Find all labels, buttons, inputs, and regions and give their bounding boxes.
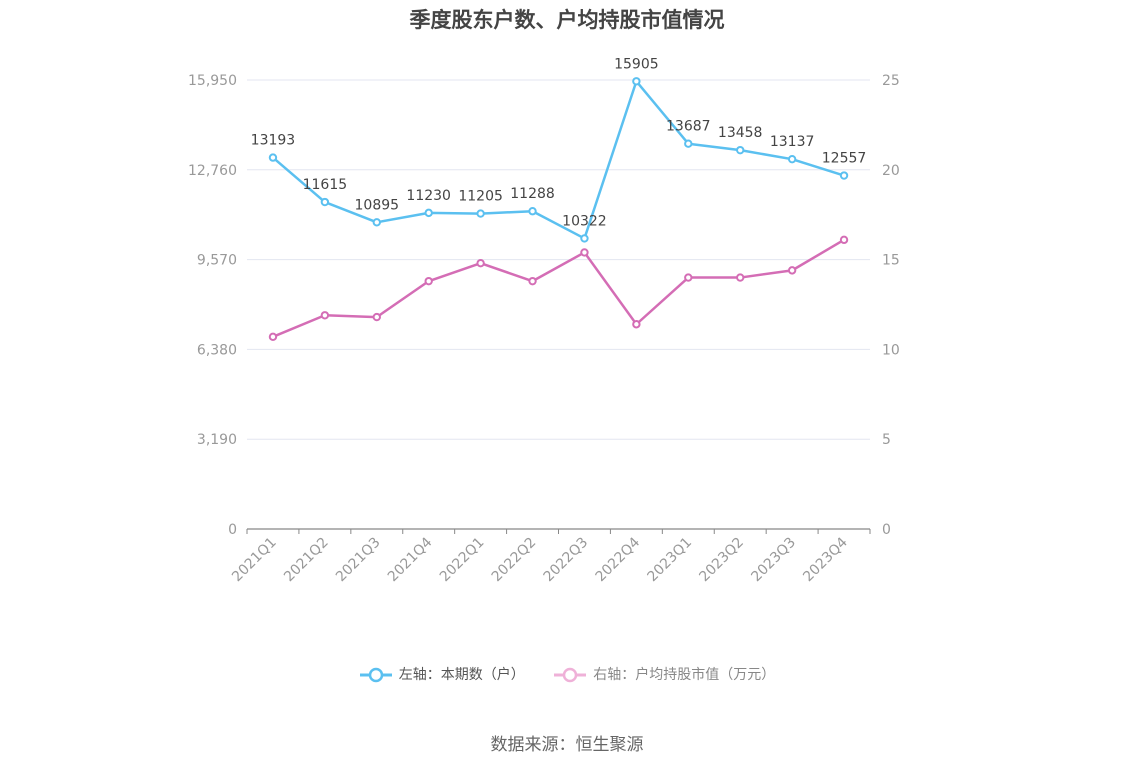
- point-holders: [839, 171, 849, 180]
- point-holders: [528, 207, 537, 216]
- right-axis-ticks: 0 5 10 15 20 25: [882, 73, 900, 538]
- series-line-market-value: [272, 238, 845, 338]
- source-note: 数据来源：恒生聚源: [490, 735, 644, 755]
- left-axis-ticks: 0 3,190 6,380 9,570 12,760 15,950: [188, 73, 237, 538]
- data-label: 13458: [718, 125, 763, 141]
- point-market-value: [632, 320, 641, 329]
- left-tick-label: 9,570: [197, 253, 237, 269]
- point-market-value: [839, 235, 849, 245]
- x-tick-label: 2021Q1: [229, 535, 280, 586]
- legend-label-left: 左轴：本期数（户）: [398, 667, 525, 683]
- left-tick-label: 0: [228, 522, 237, 538]
- legend-line-icon: [554, 667, 587, 683]
- x-tick-label: 2021Q2: [281, 535, 332, 586]
- x-tick-label: 2022Q3: [541, 535, 592, 586]
- point-holders: [684, 139, 693, 148]
- series-layer: [268, 77, 849, 342]
- data-label: 10322: [562, 213, 607, 229]
- data-label: 12557: [822, 151, 867, 167]
- series-line-holders: [272, 80, 845, 240]
- chart-title: 季度股东户数、户均持股市值情况: [409, 8, 725, 32]
- point-market-value: [736, 273, 745, 282]
- x-tick-label: 2021Q4: [385, 534, 436, 585]
- point-market-value: [372, 312, 381, 322]
- axes: [246, 528, 871, 534]
- x-tick-label: 2023Q2: [696, 535, 747, 586]
- point-market-value: [320, 311, 330, 320]
- data-label: 15905: [614, 56, 659, 72]
- data-label: 13137: [770, 134, 815, 150]
- left-tick-label: 12,760: [188, 163, 237, 179]
- right-tick-label: 0: [882, 522, 891, 538]
- data-label: 13193: [251, 133, 296, 149]
- legend-item-left[interactable]: 左轴：本期数（户）: [359, 664, 525, 684]
- x-tick-label: 2023Q3: [748, 535, 799, 586]
- grid-lines: [247, 79, 870, 440]
- data-label: 11205: [458, 189, 503, 205]
- x-tick-label: 2022Q4: [593, 534, 644, 585]
- x-tick-label: 2023Q1: [645, 535, 696, 586]
- point-holders: [268, 153, 278, 162]
- legend-label-right: 右轴：户均持股市值（万元）: [593, 667, 776, 683]
- data-label: 11288: [510, 186, 555, 202]
- x-tick-label: 2023Q4: [800, 534, 851, 585]
- x-axis-ticks: 2021Q1 2021Q2 2021Q3 2021Q4 2022Q1 2022Q2 2022…: [229, 534, 851, 585]
- point-market-value: [476, 258, 485, 268]
- point-market-value: [787, 266, 797, 275]
- data-label: 11230: [406, 188, 451, 204]
- right-tick-label: 15: [882, 253, 900, 269]
- data-label: 10895: [355, 197, 400, 213]
- point-holders: [372, 218, 381, 227]
- left-tick-label: 3,190: [197, 432, 237, 448]
- point-market-value: [268, 332, 278, 342]
- point-holders: [476, 209, 485, 218]
- left-tick-label: 6,380: [197, 342, 237, 358]
- point-market-value: [528, 276, 537, 286]
- data-labels: 13193 11615 10895 11230 11205 11288 10322 15905…: [251, 56, 867, 229]
- right-tick-label: 20: [882, 163, 900, 179]
- point-holders: [632, 77, 641, 86]
- point-holders: [787, 154, 797, 164]
- right-tick-label: 5: [882, 432, 891, 448]
- data-label: 11615: [303, 177, 348, 193]
- legend: 左轴：本期数（户） 右轴：户均持股市值（万元）: [0, 664, 1134, 684]
- right-tick-label: 25: [882, 73, 900, 89]
- point-market-value: [424, 276, 433, 286]
- left-tick-label: 15,950: [188, 73, 237, 89]
- right-tick-label: 10: [882, 342, 900, 358]
- point-market-value: [684, 273, 693, 282]
- legend-line-icon: [359, 667, 392, 683]
- point-market-value: [580, 248, 589, 257]
- point-holders: [736, 145, 745, 155]
- x-tick-label: 2022Q1: [437, 535, 488, 586]
- point-holders: [320, 197, 330, 207]
- legend-item-right[interactable]: 右轴：户均持股市值（万元）: [553, 664, 775, 684]
- point-holders: [580, 234, 589, 243]
- x-tick-label: 2021Q3: [333, 535, 384, 586]
- data-label: 13687: [666, 119, 711, 135]
- x-tick-label: 2022Q2: [489, 535, 540, 586]
- point-holders: [424, 208, 433, 218]
